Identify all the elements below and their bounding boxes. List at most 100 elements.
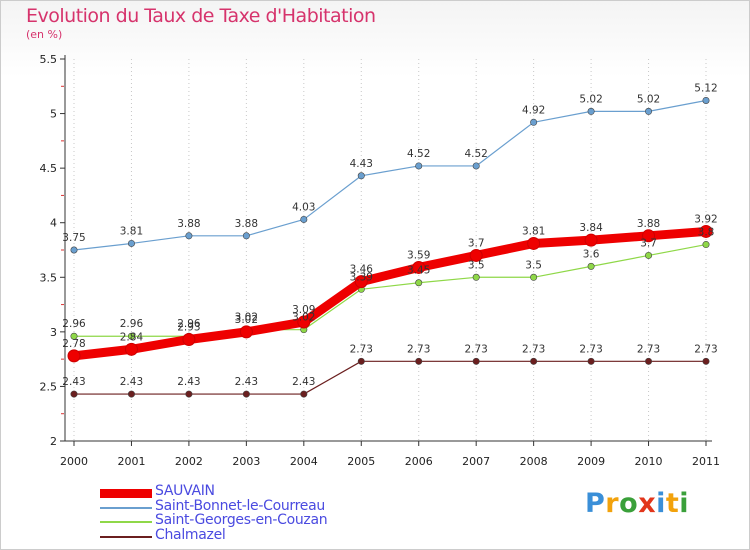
data-label: 3.6: [583, 248, 600, 260]
data-label: 3.84: [579, 222, 603, 234]
data-point: [242, 232, 250, 240]
data-label: 3.75: [62, 232, 85, 244]
x-tick-label: 2001: [117, 455, 145, 468]
data-point: [702, 357, 710, 365]
legend-swatch: [100, 521, 152, 523]
data-label: 2.73: [694, 343, 717, 355]
chart-title: Evolution du Taux de Taxe d'Habitation: [26, 5, 376, 27]
legend-label: Saint-Bonnet-le-Courreau: [155, 497, 325, 514]
data-point: [182, 332, 196, 346]
data-label: 4.52: [464, 148, 487, 160]
data-label: 2.43: [120, 376, 143, 388]
data-point: [70, 332, 78, 340]
legend-label: Saint-Georges-en-Couzan: [155, 512, 328, 528]
data-point: [127, 239, 135, 247]
data-point: [645, 107, 653, 115]
data-point: [354, 275, 368, 289]
y-tick-label: 2.5: [40, 380, 58, 393]
data-point: [527, 236, 541, 250]
data-label: 3.88: [637, 218, 660, 230]
data-point: [530, 273, 538, 281]
data-label: 4.92: [522, 104, 545, 116]
data-label: 2.73: [350, 343, 373, 355]
proxiti-logo: Proxiti: [585, 488, 689, 519]
x-tick-label: 2011: [692, 455, 720, 468]
data-label: 2.43: [62, 376, 85, 388]
data-label: 5.02: [637, 93, 660, 105]
y-tick-label: 3.5: [40, 271, 58, 284]
x-tick-label: 2009: [577, 455, 605, 468]
data-point: [300, 215, 308, 223]
data-point: [472, 273, 480, 281]
data-label: 5.02: [579, 93, 602, 105]
data-point: [702, 96, 710, 104]
legend-swatch: [100, 489, 152, 498]
x-tick-label: 2008: [520, 455, 548, 468]
data-label: 3.45: [407, 265, 430, 277]
data-label: 2.43: [292, 376, 315, 388]
data-label: 3.88: [177, 218, 200, 230]
data-label: 4.43: [350, 158, 373, 170]
data-label: 2.43: [235, 376, 258, 388]
data-point: [472, 357, 480, 365]
data-point: [645, 357, 653, 365]
x-tick-label: 2000: [60, 455, 88, 468]
logo-letter: r: [605, 488, 620, 519]
data-label: 2.73: [579, 343, 602, 355]
data-point: [702, 241, 710, 249]
legend-swatch: [100, 535, 152, 538]
data-point: [415, 279, 423, 287]
data-point: [70, 246, 78, 254]
series-line-1: [73, 99, 707, 251]
chart-unit: (en %): [26, 28, 63, 41]
data-point: [415, 357, 423, 365]
data-point: [127, 332, 135, 340]
x-tick-label: 2005: [347, 455, 375, 468]
data-label: 2.78: [62, 338, 85, 350]
logo-letter: i: [656, 488, 666, 519]
data-point: [239, 325, 253, 339]
x-tick-label: 2010: [635, 455, 663, 468]
data-point: [469, 248, 483, 262]
series-line-2: [73, 243, 707, 337]
data-point: [472, 162, 480, 170]
data-label: 3.02: [235, 312, 258, 324]
data-point: [530, 357, 538, 365]
series-line-0: [69, 226, 711, 361]
data-label: 3.5: [525, 259, 542, 271]
data-label: 2.96: [120, 318, 144, 330]
data-label: 2.96: [177, 318, 201, 330]
y-tick-label: 5.5: [40, 53, 58, 66]
y-tick-label: 5: [50, 108, 57, 121]
data-label: 4.03: [292, 201, 315, 213]
series-line-3: [73, 360, 707, 395]
legend-swatch: [100, 506, 152, 509]
y-tick-label: 2: [50, 435, 57, 448]
y-tick-label: 3: [50, 326, 57, 339]
data-label: 3.5: [468, 259, 485, 271]
data-point: [242, 390, 250, 398]
data-point: [300, 390, 308, 398]
y-tick-label: 4: [50, 217, 57, 230]
data-point: [645, 251, 653, 259]
data-label: 3.7: [640, 237, 657, 249]
logo-letter: i: [679, 488, 690, 519]
data-point: [530, 118, 538, 126]
x-tick-label: 2004: [290, 455, 318, 468]
logo-letter: o: [619, 488, 639, 519]
data-point: [127, 390, 135, 398]
data-point: [357, 172, 365, 180]
data-label: 2.96: [62, 318, 86, 330]
data-label: 3.09: [292, 304, 315, 316]
data-label: 2.43: [177, 376, 200, 388]
data-label: 3.59: [407, 249, 430, 261]
data-label: 2.73: [522, 343, 545, 355]
data-point: [70, 390, 78, 398]
x-tick-label: 2002: [175, 455, 203, 468]
data-label: 3.02: [292, 312, 315, 324]
data-point: [412, 260, 426, 274]
data-point: [587, 357, 595, 365]
data-point: [297, 315, 311, 329]
data-label: 3.92: [694, 213, 717, 225]
